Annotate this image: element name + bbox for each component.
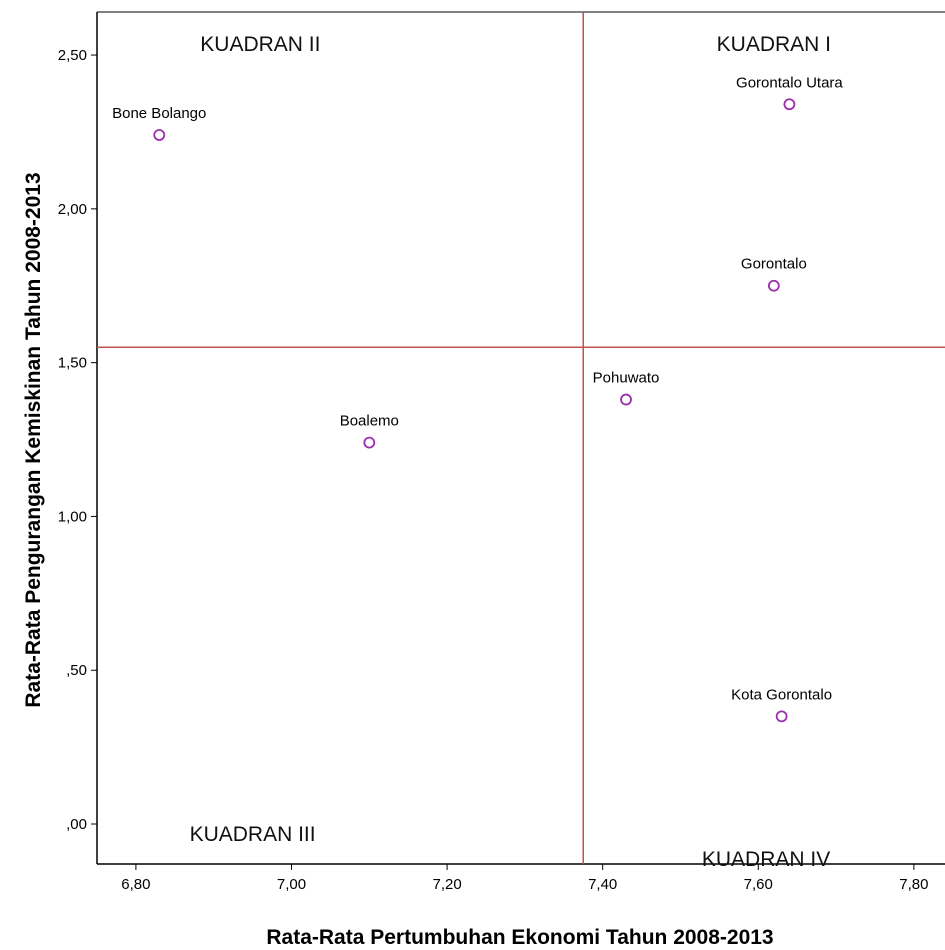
- axes: 6,80 7,00 7,20 7,40 7,60 7,80 ,00 ,50 1,00 1,50 2,…: [58, 11, 945, 893]
- quadrant-label: KUADRAN I: [717, 33, 831, 56]
- x-axis-title: Rata-Rata Pertumbuhan Ekonomi Tahun 2008…: [266, 926, 773, 949]
- data-point: [363, 436, 376, 449]
- data-point-label: Boalemo: [340, 413, 399, 430]
- quadrant-label: KUADRAN IV: [702, 848, 830, 871]
- data-point-label: Gorontalo: [741, 256, 807, 273]
- y-tick-label: 1,50: [58, 355, 87, 372]
- x-tick-label: 6,80: [121, 876, 150, 893]
- x-tick-label: 7,60: [744, 876, 773, 893]
- data-point-label: Pohuwato: [593, 370, 660, 387]
- y-tick-label: ,00: [66, 816, 87, 833]
- x-tick-label: 7,80: [899, 876, 928, 893]
- data-point: [153, 129, 166, 141]
- y-tick-label: 2,50: [58, 47, 87, 64]
- x-tick-label: 7,40: [588, 876, 617, 893]
- data-point-label: Bone Bolango: [112, 105, 206, 122]
- x-tick-label: 7,20: [432, 876, 461, 893]
- y-tick-label: ,50: [66, 662, 87, 679]
- data-point: [783, 98, 796, 111]
- data-point: [620, 393, 632, 406]
- data-point-label: Gorontalo Utara: [736, 74, 843, 91]
- reference-lines: [97, 12, 945, 864]
- data-point: [775, 710, 788, 723]
- data-point-label: Kota Gorontalo: [731, 686, 832, 703]
- y-tick-label: 2,00: [58, 201, 87, 218]
- y-tick-label: 1,00: [58, 508, 87, 525]
- quadrant-labels: KUADRAN I KUADRAN II KUADRAN III KUADRAN IV: [190, 33, 831, 871]
- x-tick-label: 7,00: [277, 876, 306, 893]
- quadrant-label: KUADRAN III: [190, 823, 316, 846]
- data-points: Bone Bolango Gorontalo Utara Gorontalo Pohu…: [112, 74, 843, 723]
- y-axis-title: Rata-Rata Pengurangan Kemiskinan Tahun 2…: [22, 172, 45, 707]
- data-point: [767, 279, 780, 292]
- quadrant-label: KUADRAN II: [200, 33, 320, 56]
